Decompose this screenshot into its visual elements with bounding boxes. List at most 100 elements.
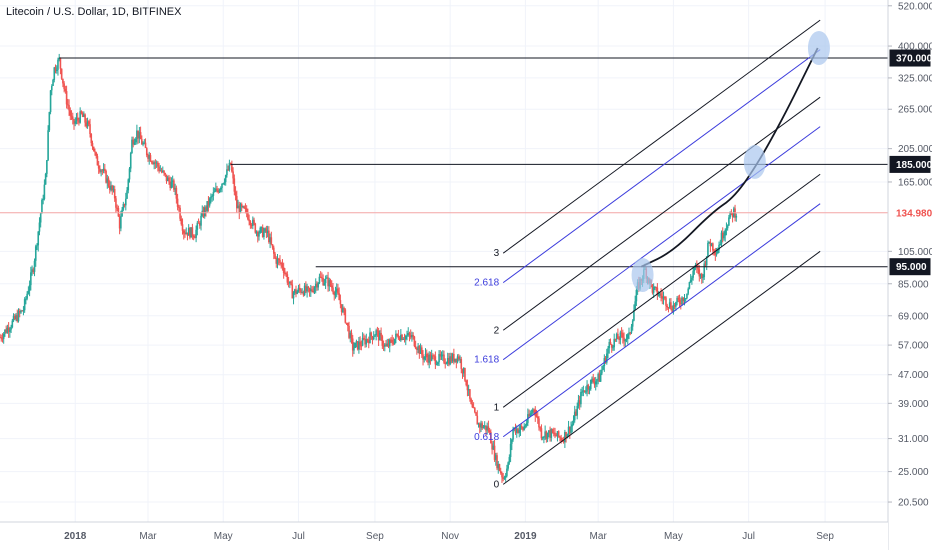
candle-body — [231, 164, 233, 172]
candle-body — [26, 293, 28, 299]
candle-body — [321, 277, 323, 279]
candle-body — [528, 414, 530, 417]
candle-body — [416, 348, 418, 350]
candle-body — [429, 354, 432, 361]
candle-body — [539, 427, 541, 429]
price-tag — [890, 204, 930, 221]
candle-body — [17, 311, 20, 322]
candle-body — [248, 219, 250, 222]
candle-body — [159, 170, 162, 172]
candle-body — [144, 142, 147, 148]
candle-body — [95, 152, 97, 157]
candle-body — [470, 398, 472, 404]
candle-body — [367, 340, 370, 344]
candle-body — [623, 337, 625, 342]
candle-body — [69, 110, 72, 116]
candle-body — [364, 338, 366, 345]
candle-body — [661, 295, 664, 299]
candle-body — [569, 426, 571, 433]
candle-body — [576, 406, 578, 416]
candle-body — [163, 170, 165, 174]
candle-body — [5, 329, 7, 333]
candle-body — [714, 252, 717, 255]
candle-body — [174, 187, 176, 190]
candle-body — [585, 391, 587, 393]
candle-body — [629, 332, 632, 334]
candle-body — [181, 224, 184, 231]
candle-body — [192, 235, 195, 238]
candle-body — [508, 457, 511, 463]
candle-body — [395, 333, 397, 339]
candle-body — [258, 232, 260, 237]
candle-body — [587, 384, 590, 390]
candle-body — [620, 332, 623, 334]
candle-body — [402, 338, 405, 340]
candle-body — [444, 362, 447, 364]
candle-body — [618, 338, 620, 340]
candle-body — [217, 190, 220, 193]
candle-body — [525, 422, 528, 426]
candle-body — [465, 380, 467, 386]
candle-body — [92, 146, 95, 152]
candle-body — [150, 161, 153, 163]
candle-body — [454, 358, 456, 362]
candle-body — [65, 91, 68, 105]
candle-body — [63, 83, 65, 90]
candle-body — [297, 287, 300, 292]
candle-body — [185, 232, 188, 234]
candle-body — [506, 468, 508, 476]
candle-body — [401, 334, 403, 340]
candle-body — [592, 378, 595, 382]
candle-body — [487, 426, 490, 431]
candle-body — [548, 430, 550, 433]
candle-body — [94, 151, 96, 153]
parabolic-curve — [640, 47, 819, 268]
price-tag-label: 185.000 — [896, 160, 932, 171]
candle-body — [122, 203, 125, 210]
y-tick-label: 205.000 — [898, 144, 932, 155]
candle-body — [199, 222, 201, 226]
candle-body — [1, 338, 4, 340]
candle-body — [350, 332, 353, 339]
candle-body — [404, 335, 407, 340]
candle-body — [52, 79, 54, 86]
x-tick-label: 2019 — [514, 531, 537, 542]
candle-body — [713, 250, 715, 253]
candle-body — [260, 226, 263, 228]
candle-body — [143, 142, 146, 144]
candle-body — [279, 259, 281, 263]
candle-body — [83, 114, 85, 117]
candle-body — [651, 284, 654, 293]
candle-body — [559, 436, 561, 438]
candle-body — [665, 297, 667, 306]
candle-body — [196, 222, 199, 230]
candle-body — [705, 256, 708, 266]
candle-body — [211, 195, 213, 197]
candle-body — [439, 354, 442, 357]
candle-body — [382, 345, 385, 347]
candle-body — [127, 179, 130, 191]
candle-body — [417, 346, 419, 350]
candle-body — [155, 162, 158, 164]
y-tick-label: 165.000 — [898, 177, 932, 188]
candle-body — [607, 348, 609, 354]
candle-body — [387, 343, 390, 347]
candle-body — [101, 170, 104, 172]
candle-body — [720, 232, 723, 245]
candle-body — [158, 166, 160, 171]
candle-body — [273, 247, 275, 254]
candle-body — [545, 431, 548, 439]
candle-body — [688, 282, 691, 289]
candle-body — [310, 289, 312, 292]
candle-body — [390, 339, 392, 341]
candle-body — [546, 432, 549, 439]
candle-body — [134, 139, 137, 143]
candle-body — [591, 378, 593, 380]
candle-body — [106, 178, 109, 183]
candle-body — [428, 354, 430, 363]
candle-body — [110, 185, 112, 190]
candle-body — [249, 221, 252, 225]
candle-body — [337, 288, 339, 294]
candle-body — [57, 59, 59, 70]
